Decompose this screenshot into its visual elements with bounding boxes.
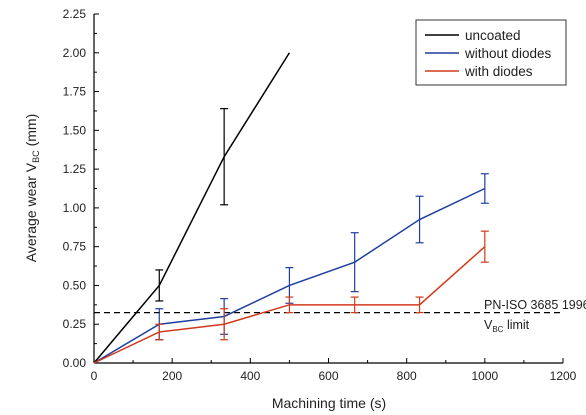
series-line-uncoated [93,52,291,364]
x-tick-label: 400 [240,369,260,383]
y-tick-label: 2.00 [63,46,87,60]
y-tick-label: 0.25 [63,317,87,331]
y-axis-label-unit: (mm) [23,114,39,147]
reference-label-line2: VBC limit [484,318,530,334]
y-axis-label-main: Average wear V [23,162,39,262]
y-tick-label: 1.75 [63,85,87,99]
y-tick-label: 0.75 [63,240,87,254]
y-tick-label: 1.25 [63,162,87,176]
reference-label-end: limit [503,318,529,332]
legend: uncoated without diodes with diodes [415,19,567,86]
y-axis-label-group: Average wear VBC (mm) [23,114,41,263]
reference-label-v: V [484,318,493,332]
x-tick-label: 0 [91,369,98,383]
x-tick-label: 1200 [550,369,577,383]
y-tick-label: 1.00 [63,201,87,215]
y-tick-label: 2.25 [63,7,87,21]
y-tick-label: 1.50 [63,123,87,137]
x-tick-label: 600 [318,369,338,383]
x-tick-label: 800 [397,369,417,383]
legend-label-with-diodes: with diodes [464,64,533,79]
legend-label-without-diodes: without diodes [464,46,552,61]
y-tick-label: 0.00 [63,356,87,370]
plot-area: 0 200 400 600 800 1000 1200 0.00 0.25 0.50 0.75 1.0… [63,7,577,383]
x-tick-label: 1000 [471,369,498,383]
y-axis-label-sub: BC [31,150,41,163]
legend-label-uncoated: uncoated [465,28,521,43]
x-tick-label: 200 [162,369,182,383]
x-axis-label: Machining time (s) [272,395,386,411]
y-tick-label: 0.50 [63,278,87,292]
reference-label-line1: PN-ISO 3685 1996 [484,298,586,312]
reference-label-sub: BC [492,325,503,334]
y-axis-label: Average wear VBC (mm) [23,114,41,263]
